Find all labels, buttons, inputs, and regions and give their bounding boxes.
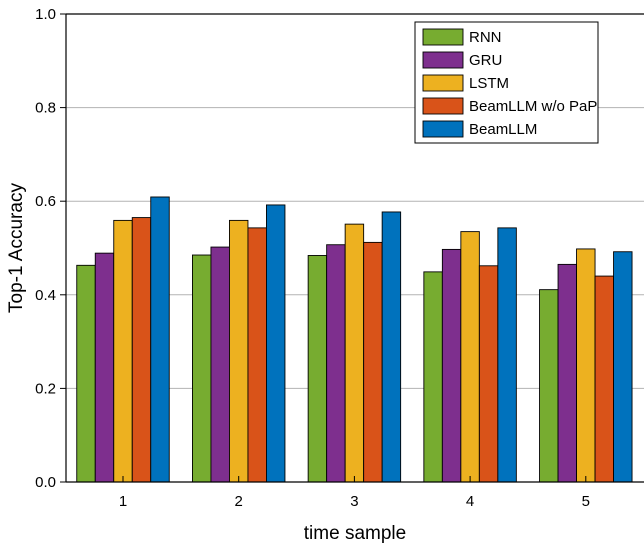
bar <box>113 219 133 483</box>
bar <box>557 263 577 483</box>
bar <box>594 275 614 483</box>
y-tick-label: 1.0 <box>35 6 56 23</box>
legend-swatch <box>422 120 464 138</box>
legend-swatch <box>422 74 464 92</box>
x-tick-label: 5 <box>582 493 590 510</box>
x-axis-label: time sample <box>304 523 406 544</box>
bar <box>478 265 499 483</box>
bar <box>344 223 365 483</box>
legend-label: LSTM <box>469 75 509 92</box>
legend-swatch <box>422 97 464 115</box>
bar <box>150 196 170 483</box>
x-tick-label: 1 <box>119 493 127 510</box>
bar <box>363 241 383 483</box>
y-tick-label: 0.4 <box>35 287 56 304</box>
bar <box>441 248 462 483</box>
x-tick-label: 4 <box>466 493 474 510</box>
y-tick-label: 0.2 <box>35 380 56 397</box>
bar <box>497 227 517 483</box>
legend-swatch <box>422 51 464 69</box>
bar <box>131 217 152 483</box>
bar <box>423 271 443 483</box>
y-tick-label: 0.8 <box>35 100 56 117</box>
bar <box>210 246 230 483</box>
x-tick-label: 2 <box>235 493 243 510</box>
bar <box>266 204 286 483</box>
axes <box>65 13 644 483</box>
y-axis-label: Top-1 Accuracy <box>6 183 27 313</box>
y-tick-label: 0.6 <box>35 193 56 210</box>
bar <box>326 244 346 483</box>
legend-swatch <box>422 28 464 46</box>
bar <box>539 289 559 483</box>
bar <box>613 251 633 483</box>
bar <box>460 231 480 483</box>
bar <box>191 254 212 483</box>
bar <box>576 248 596 483</box>
legend-label: BeamLLM <box>469 121 537 138</box>
legend-label: GRU <box>469 52 502 69</box>
legend-label: RNN <box>469 29 502 46</box>
bar <box>247 227 267 483</box>
bar <box>307 255 328 483</box>
legend: RNN GRU LSTM BeamLLM w/o PaP BeamLLM <box>414 21 599 144</box>
x-tick-label: 3 <box>350 493 358 510</box>
bar <box>228 219 249 483</box>
bar <box>94 252 115 483</box>
legend-label: BeamLLM w/o PaP <box>469 98 597 115</box>
bar <box>76 264 96 483</box>
y-ticks: 0.0 0.2 0.4 0.6 0.8 1.0 <box>35 6 66 491</box>
x-ticks: 1 2 3 4 5 <box>119 476 590 510</box>
bars <box>76 196 633 483</box>
bar <box>381 211 402 483</box>
y-tick-label: 0.0 <box>35 474 56 491</box>
